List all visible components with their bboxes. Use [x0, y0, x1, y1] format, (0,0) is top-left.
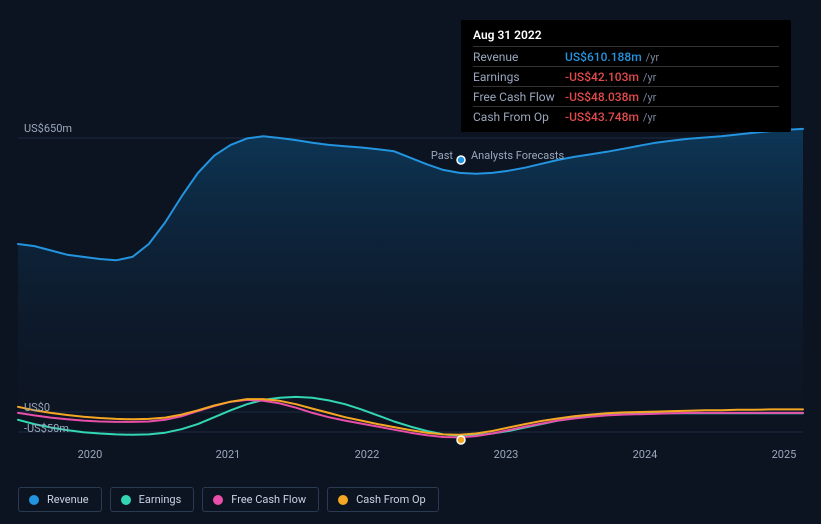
tooltip-row-label: Earnings [473, 70, 565, 84]
tooltip-row-suffix: /yr [643, 91, 656, 104]
legend-label: Cash From Op [356, 493, 426, 506]
financial-forecast-chart: US$650m US$0 -US$50m 2020 2021 2022 2023 2024 20… [0, 0, 821, 524]
legend-label: Free Cash Flow [231, 493, 306, 506]
svg-text:US$650m: US$650m [24, 122, 72, 135]
tooltip-date: Aug 31 2022 [473, 28, 779, 42]
legend-swatch [121, 495, 131, 505]
chart-legend: Revenue Earnings Free Cash Flow Cash From O… [18, 487, 439, 512]
legend-item-free-cash-flow[interactable]: Free Cash Flow [202, 487, 319, 512]
svg-text:2021: 2021 [216, 448, 241, 461]
svg-text:2022: 2022 [355, 448, 380, 461]
svg-text:US$0: US$0 [24, 401, 50, 414]
tooltip-row-suffix: /yr [646, 51, 659, 64]
svg-text:Analysts Forecasts: Analysts Forecasts [471, 149, 565, 162]
legend-item-cash-from-op[interactable]: Cash From Op [327, 487, 439, 512]
chart-tooltip: Aug 31 2022 RevenueUS$610.188m/yrEarning… [461, 20, 791, 132]
tooltip-row-value: -US$48.038m [565, 90, 639, 104]
tooltip-row: Earnings-US$42.103m/yr [473, 66, 779, 86]
tooltip-row: Cash From Op-US$43.748m/yr [473, 106, 779, 126]
svg-text:2025: 2025 [772, 448, 797, 461]
legend-label: Earnings [139, 493, 182, 506]
tooltip-row-label: Free Cash Flow [473, 90, 565, 104]
tooltip-row-label: Revenue [473, 50, 565, 64]
legend-swatch [29, 495, 39, 505]
legend-label: Revenue [47, 493, 89, 506]
legend-item-revenue[interactable]: Revenue [18, 487, 102, 512]
svg-text:2024: 2024 [633, 448, 658, 461]
svg-text:-US$50m: -US$50m [24, 422, 69, 435]
tooltip-row-value: -US$43.748m [565, 110, 639, 124]
tooltip-row-label: Cash From Op [473, 110, 565, 124]
svg-text:2020: 2020 [78, 448, 103, 461]
tooltip-row: RevenueUS$610.188m/yr [473, 46, 779, 66]
tooltip-row-suffix: /yr [643, 71, 656, 84]
svg-text:Past: Past [431, 149, 454, 162]
tooltip-row: Free Cash Flow-US$48.038m/yr [473, 86, 779, 106]
tooltip-row-value: US$610.188m [565, 50, 642, 64]
svg-text:2023: 2023 [494, 448, 519, 461]
legend-item-earnings[interactable]: Earnings [110, 487, 195, 512]
tooltip-row-value: -US$42.103m [565, 70, 639, 84]
legend-swatch [213, 495, 223, 505]
tooltip-row-suffix: /yr [643, 111, 656, 124]
legend-swatch [338, 495, 348, 505]
